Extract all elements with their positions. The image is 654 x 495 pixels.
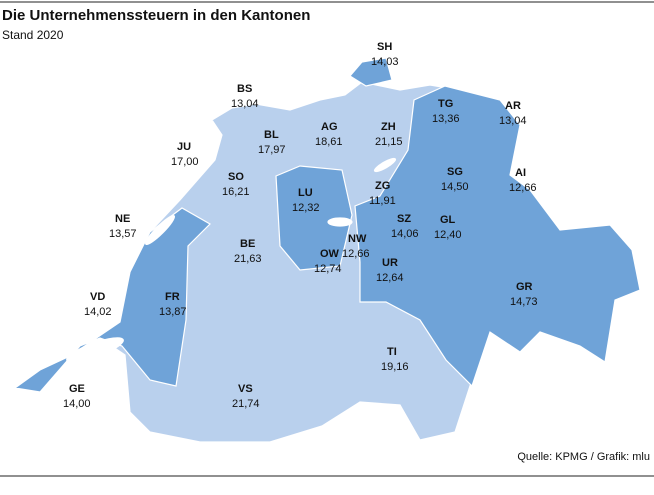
canton-value: 16,21	[222, 186, 250, 198]
canton-code: AG	[321, 121, 338, 133]
canton-code: SH	[377, 41, 392, 53]
canton-value: 21,63	[234, 253, 262, 265]
canton-value: 14,02	[84, 306, 112, 318]
canton-value: 13,36	[432, 113, 460, 125]
canton-code: AI	[515, 167, 526, 179]
canton-value: 12,74	[314, 263, 342, 275]
canton-code: VD	[90, 291, 105, 303]
canton-code: TG	[438, 98, 453, 110]
lake-lucerne	[327, 217, 353, 227]
region-sh	[349, 57, 393, 87]
subtitle: Stand 2020	[2, 28, 64, 42]
canton-code: SZ	[397, 213, 411, 225]
canton-code: AR	[505, 100, 521, 112]
canton-value: 14,06	[391, 228, 419, 240]
canton-value: 11,91	[369, 195, 396, 207]
lake-neuchatel	[144, 214, 176, 246]
canton-value: 21,74	[232, 398, 260, 410]
canton-code: VS	[238, 383, 253, 395]
canton-code: BE	[240, 238, 255, 250]
canton-value: 12,66	[509, 182, 537, 194]
canton-code: ZH	[381, 121, 396, 133]
canton-code: LU	[298, 187, 313, 199]
canton-code: SG	[447, 166, 463, 178]
canton-value: 12,40	[434, 229, 462, 241]
canton-code: OW	[320, 248, 340, 260]
canton-value: 13,87	[159, 306, 187, 318]
canton-code: BL	[264, 129, 279, 141]
map	[13, 57, 641, 443]
canton-value: 12,64	[376, 272, 404, 284]
canton-code: UR	[382, 257, 398, 269]
lake-zurich	[373, 157, 397, 173]
canton-value: 14,73	[510, 296, 538, 308]
canton-code: GL	[440, 214, 456, 226]
canton-code: NE	[115, 213, 130, 225]
region-west	[13, 207, 211, 393]
canton-value: 14,50	[441, 181, 469, 193]
region-central	[275, 165, 353, 271]
canton-labels: SH 14,03 BS 13,04 JU 17,00 BL 17,97 AG 18,61 ZH 21,…	[63, 41, 538, 410]
source: Quelle: KPMG / Grafik: mlu	[517, 451, 650, 463]
canton-code: NW	[348, 233, 367, 245]
canton-value: 14,00	[63, 398, 91, 410]
canton-value: 17,00	[171, 156, 199, 168]
canton-code: BS	[237, 83, 252, 95]
canton-value: 13,04	[231, 98, 259, 110]
title: Die Unternehmenssteuern in den Kantonen	[2, 7, 310, 24]
canton-code: GR	[516, 281, 533, 293]
canton-value: 19,16	[381, 361, 409, 373]
canton-value: 17,97	[258, 144, 286, 156]
canton-value: 13,04	[499, 115, 527, 127]
canton-value: 13,57	[109, 228, 137, 240]
region-east	[354, 85, 641, 388]
canton-value: 12,66	[342, 248, 370, 260]
canton-code: ZG	[375, 180, 390, 192]
canton-code: TI	[387, 346, 397, 358]
canton-code: SO	[228, 171, 244, 183]
canton-value: 12,32	[292, 202, 320, 214]
canton-value: 21,15	[375, 136, 403, 148]
canton-value: 14,03	[371, 56, 399, 68]
canton-code: GE	[69, 383, 85, 395]
canton-value: 18,61	[315, 136, 343, 148]
canton-code: JU	[177, 141, 191, 153]
lake-geneva	[66, 337, 124, 363]
canton-code: FR	[165, 291, 180, 303]
